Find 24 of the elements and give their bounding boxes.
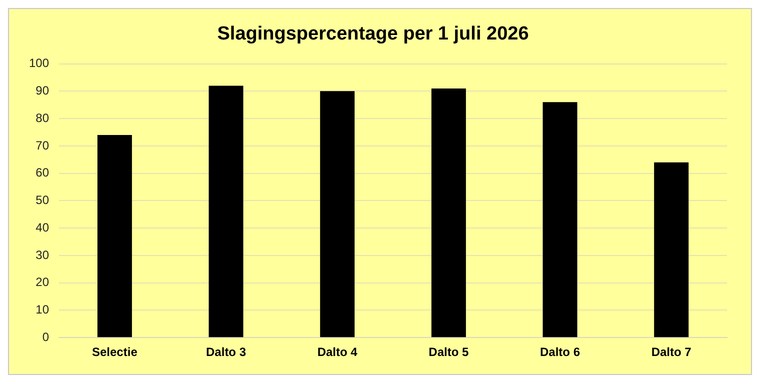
x-tick-label: Dalto 6 [540, 345, 580, 360]
x-tick-label: Selectie [92, 345, 138, 360]
y-tick-label: 30 [36, 248, 50, 262]
y-tick-label: 90 [36, 83, 50, 98]
bar [431, 88, 466, 338]
x-tick-label: Dalto 3 [206, 345, 246, 360]
bar [97, 134, 132, 338]
y-tick-label: 40 [36, 220, 50, 234]
bar [320, 91, 355, 338]
x-tick-label: Dalto 5 [428, 345, 469, 360]
y-tick-label: 70 [36, 138, 50, 152]
y-tick-label: 10 [36, 302, 50, 317]
bar [208, 86, 244, 338]
x-tick-label: Dalto 7 [651, 345, 692, 360]
x-tick-label: Dalto 4 [317, 345, 358, 360]
y-tick-label: 50 [36, 193, 50, 208]
bar [542, 102, 578, 338]
y-tick-label: 60 [36, 166, 50, 180]
bar [654, 162, 689, 338]
y-tick-label: 100 [28, 56, 50, 70]
y-tick-label: 20 [36, 275, 50, 290]
chart-title: Slagingspercentage per 1 juli 2026 [217, 24, 529, 45]
y-tick-label: 80 [36, 110, 50, 125]
y-tick-label: 0 [42, 330, 50, 344]
